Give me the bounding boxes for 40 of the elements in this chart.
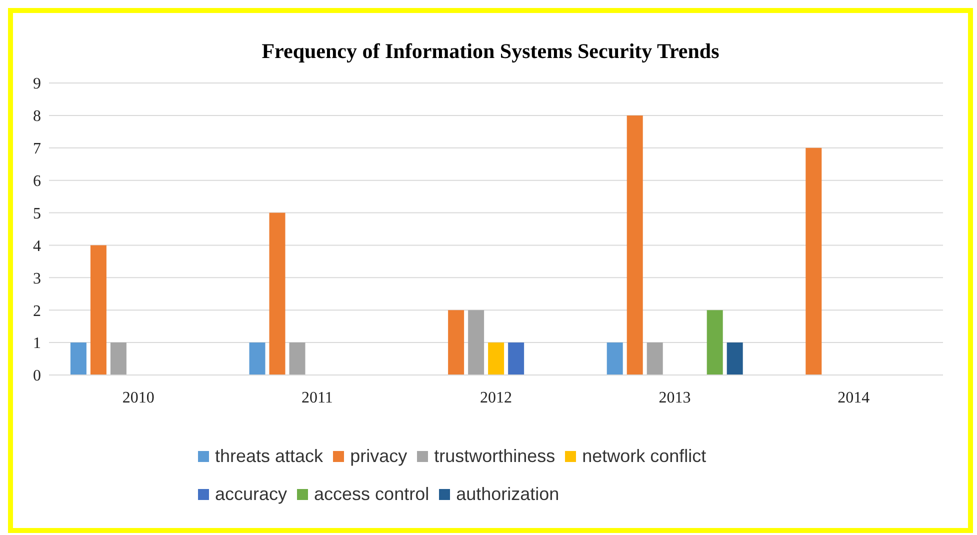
y-tick-label: 6 <box>33 173 41 190</box>
bar <box>110 342 126 375</box>
legend-label: threats attack <box>215 446 324 466</box>
bar <box>468 310 484 375</box>
bar <box>289 342 306 375</box>
bar <box>646 342 663 375</box>
x-tick-label: 2012 <box>480 389 512 406</box>
legend-label: authorization <box>456 484 560 504</box>
y-tick-label: 8 <box>33 108 41 126</box>
x-tick-label: 2010 <box>122 389 154 406</box>
frame: Frequency of Information Systems Security Trends threats attack privacy trustworthiness network conflict accuracy access control authorization 2010 2011 2012 2013 2014 0 1 2 3 4 5 6 7 8 9 <box>8 8 973 533</box>
y-tick-label: 1 <box>33 335 41 352</box>
bar <box>90 245 106 375</box>
y-tick-label: 5 <box>33 205 41 222</box>
legend-label: privacy <box>350 446 408 466</box>
legend-label: accuracy <box>215 484 288 504</box>
bar <box>806 148 822 375</box>
bar <box>508 342 524 375</box>
legend-label: network conflict <box>582 446 706 466</box>
bar <box>726 342 743 375</box>
x-tick-label: 2014 <box>838 389 870 406</box>
y-tick-label: 4 <box>33 238 41 255</box>
bar <box>626 115 643 375</box>
x-tick-label: 2013 <box>658 389 691 406</box>
x-tick-label: 2011 <box>301 389 333 406</box>
bar <box>70 342 86 375</box>
y-tick-label: 0 <box>33 368 41 385</box>
bar <box>249 342 266 375</box>
y-tick-label: 2 <box>33 302 41 320</box>
chart-title: Frequency of Information Systems Security Trends <box>260 39 720 65</box>
y-tick-label: 3 <box>33 270 41 288</box>
bar <box>269 212 286 375</box>
bar <box>448 310 464 375</box>
bar <box>488 342 504 375</box>
legend-label: access control <box>314 484 430 504</box>
bar <box>606 342 623 375</box>
y-tick-label: 7 <box>33 140 41 158</box>
legend-label: trustworthiness <box>434 446 556 466</box>
y-tick-label: 9 <box>33 76 41 93</box>
bar <box>706 310 723 375</box>
